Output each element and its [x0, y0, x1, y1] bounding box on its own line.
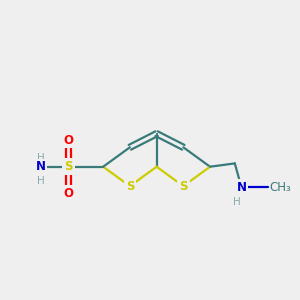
Text: S: S [64, 160, 73, 173]
Text: N: N [35, 160, 45, 173]
Text: CH₃: CH₃ [269, 181, 291, 194]
Text: H: H [37, 176, 44, 186]
Text: H: H [232, 197, 240, 207]
Text: H: H [37, 153, 44, 163]
Text: N: N [236, 181, 246, 194]
Text: O: O [64, 134, 74, 147]
Text: S: S [179, 180, 188, 193]
Text: S: S [126, 180, 134, 193]
Text: O: O [64, 187, 74, 200]
